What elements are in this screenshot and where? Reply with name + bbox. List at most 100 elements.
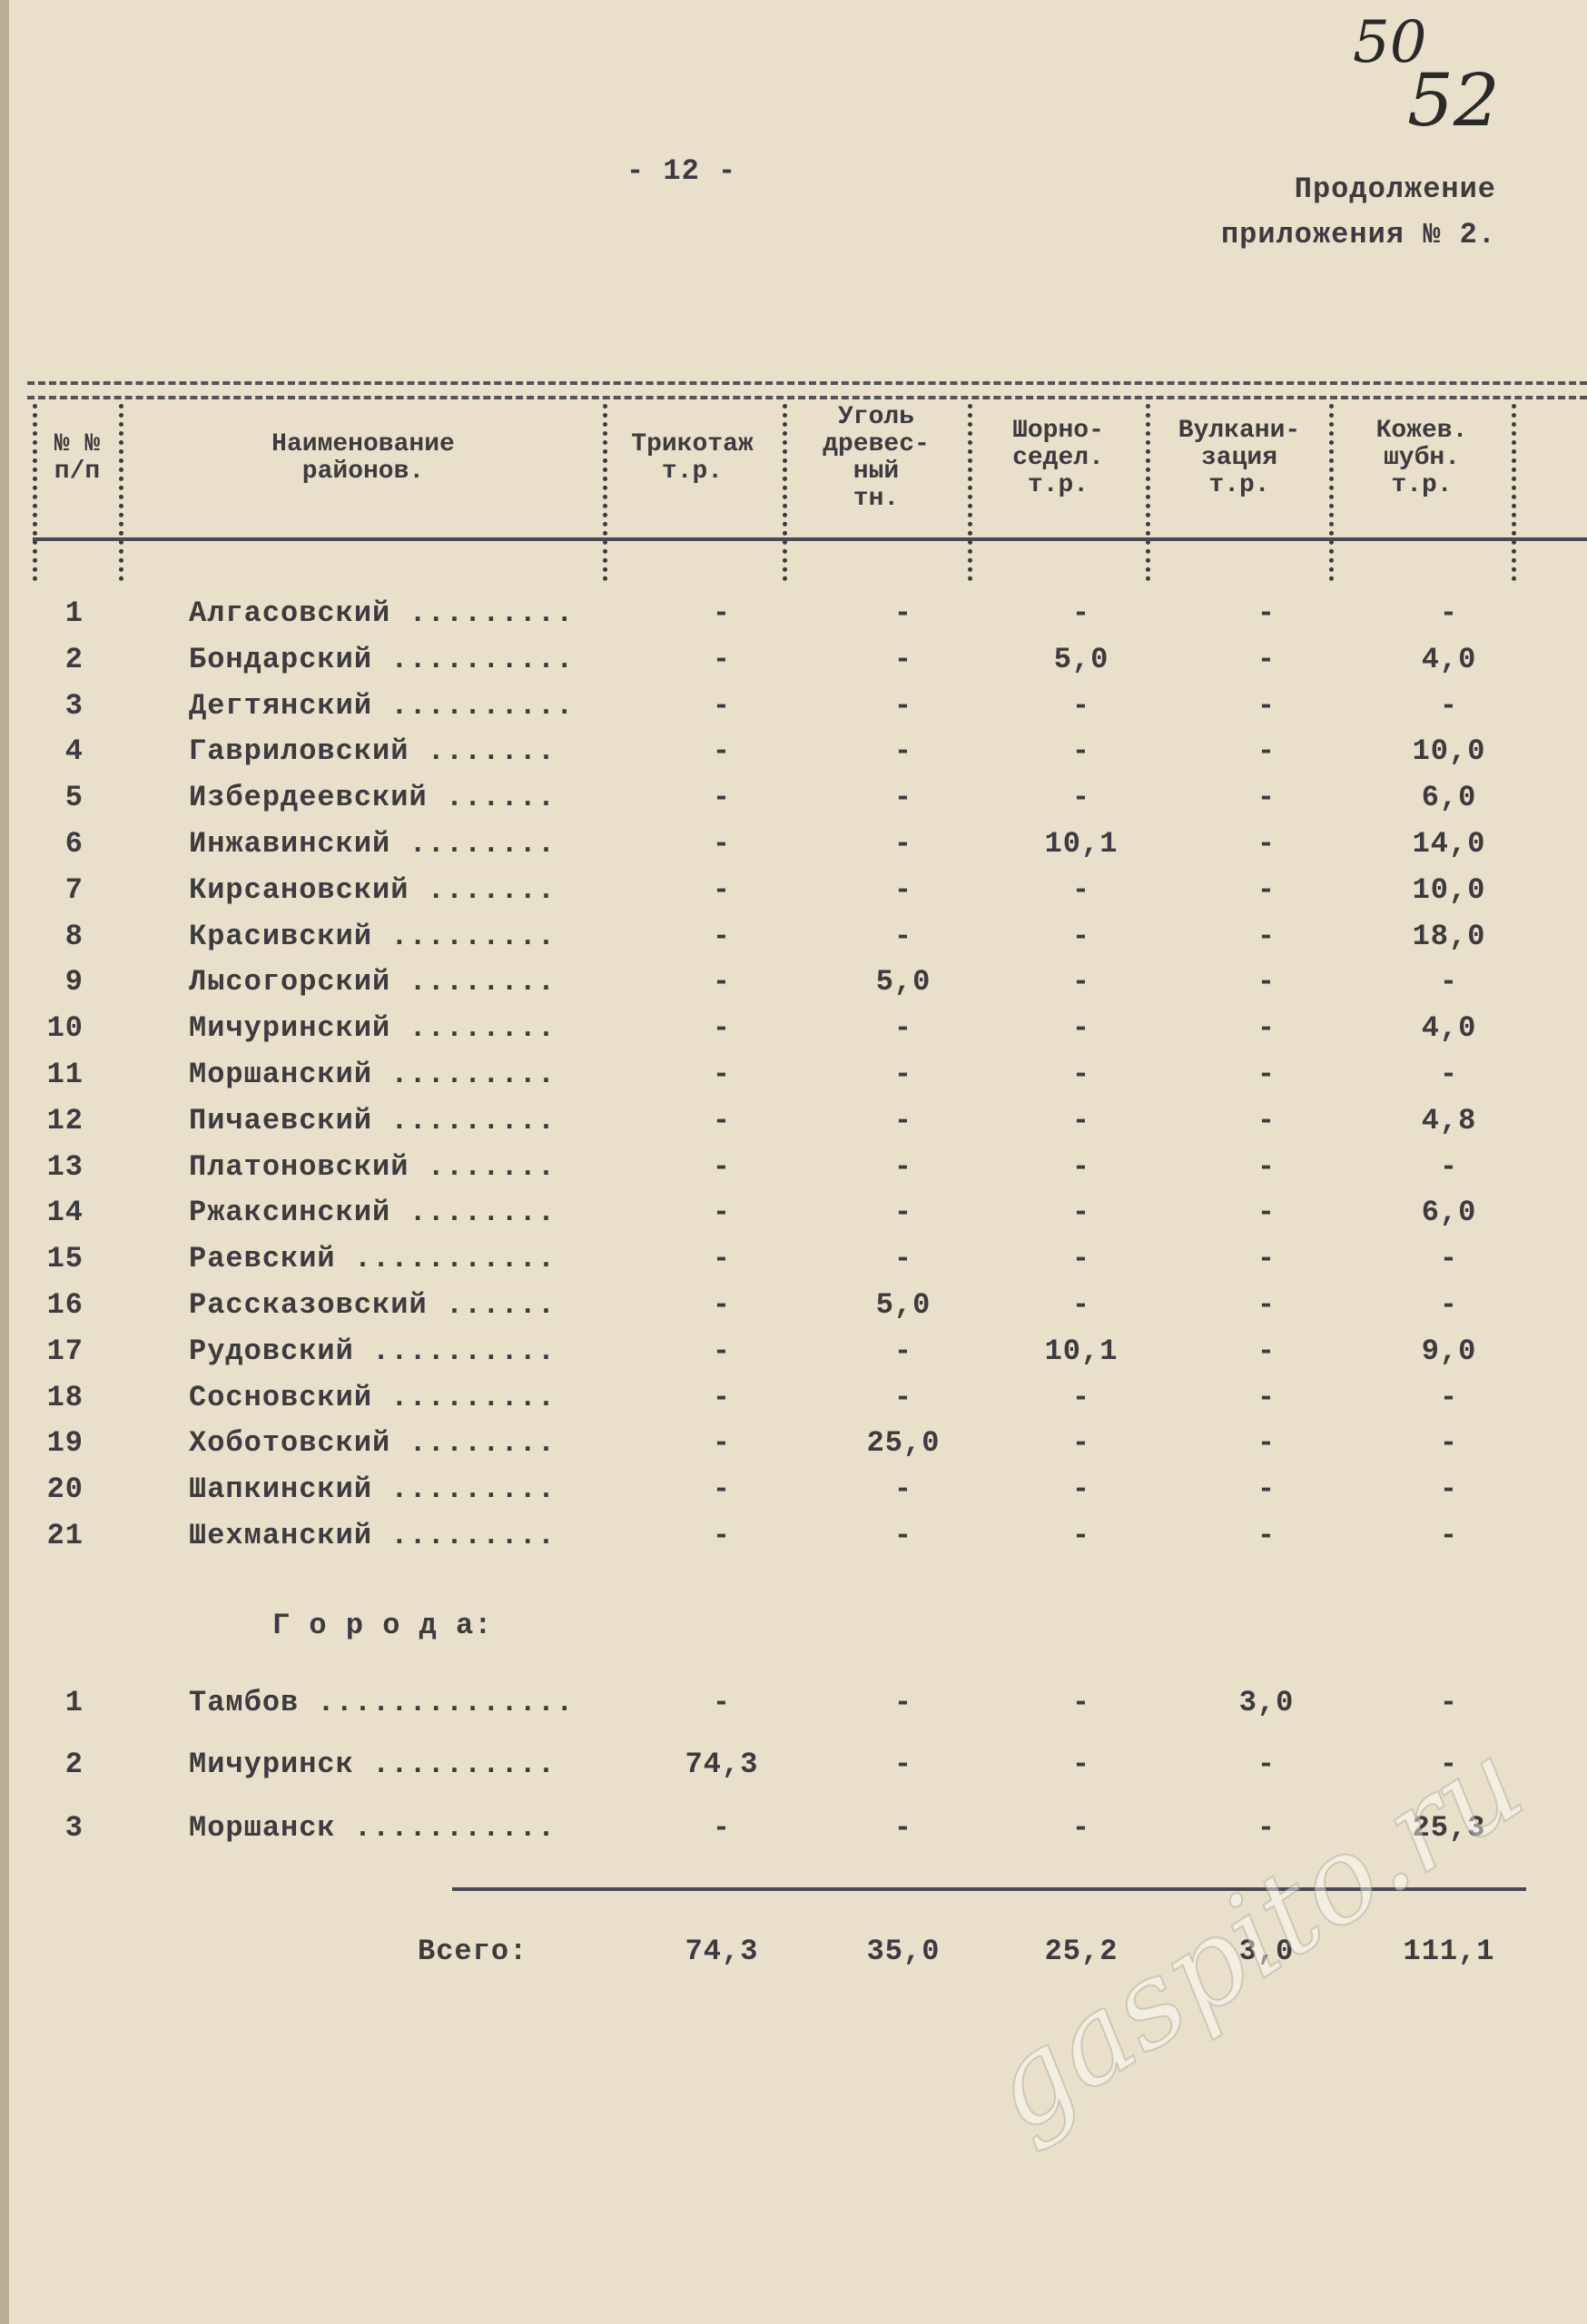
- column-divider: [1512, 404, 1516, 581]
- cell-value: -: [712, 642, 732, 676]
- cell-value: -: [1071, 781, 1091, 815]
- cell-value: -: [712, 919, 732, 953]
- district-name: Гавриловский .......: [189, 734, 557, 769]
- row-number: 6: [64, 827, 84, 861]
- row-number: 21: [46, 1519, 84, 1552]
- cell-value: -: [1439, 1748, 1459, 1781]
- cell-value: -: [1071, 1149, 1091, 1184]
- row-number: 18: [46, 1380, 84, 1414]
- cell-value: 3,0: [1238, 1935, 1295, 1968]
- district-name: Сосновский .........: [189, 1380, 557, 1414]
- row-number: 16: [46, 1288, 84, 1322]
- row-number: 17: [46, 1334, 84, 1368]
- cell-value: -: [1439, 688, 1459, 723]
- cell-value: -: [1257, 688, 1276, 723]
- district-name: Мичуринский ........: [189, 1011, 557, 1046]
- row-number: 14: [46, 1196, 84, 1230]
- cell-value: 25,2: [1044, 1935, 1119, 1968]
- continuation-line-1: Продолжение: [1294, 172, 1496, 206]
- cell-value: 35,0: [866, 1935, 941, 1968]
- page-edge: [0, 0, 9, 2324]
- cell-value: -: [1257, 1011, 1276, 1046]
- district-name: Кирсановский .......: [189, 872, 557, 907]
- cell-value: 5,0: [875, 1288, 932, 1322]
- district-name: Мичуринск ..........: [189, 1748, 557, 1781]
- cell-value: -: [1257, 1058, 1276, 1091]
- cell-value: 10,0: [1412, 734, 1486, 769]
- header-bottom-rule: [33, 537, 1587, 541]
- district-name: Раевский ...........: [189, 1242, 557, 1276]
- cell-value: -: [1257, 1748, 1276, 1781]
- district-name: Алгасовский .........: [189, 596, 575, 630]
- column-divider: [1146, 404, 1150, 581]
- handwritten-page-number: 52: [1407, 58, 1500, 143]
- cell-value: 10,0: [1412, 872, 1486, 907]
- column-divider: [33, 404, 37, 581]
- cell-value: -: [893, 596, 913, 630]
- cell-value: -: [1439, 1149, 1459, 1184]
- column-divider: [783, 404, 787, 581]
- cell-value: -: [1257, 827, 1276, 861]
- cell-value: -: [1257, 1288, 1276, 1322]
- row-number: 9: [64, 965, 84, 1000]
- cell-value: -: [1071, 965, 1091, 1000]
- cell-value: -: [1257, 1380, 1276, 1414]
- cell-value: -: [712, 1811, 732, 1845]
- cell-value: -: [1071, 1288, 1091, 1322]
- cell-value: -: [1257, 1472, 1276, 1507]
- cell-value: -: [712, 1472, 732, 1507]
- district-name: Хоботовский ........: [189, 1426, 557, 1461]
- row-number: 2: [64, 1748, 84, 1781]
- cell-value: -: [893, 1686, 913, 1719]
- column-divider: [1329, 404, 1334, 581]
- cell-value: -: [1071, 872, 1091, 907]
- cell-value: -: [712, 872, 732, 907]
- header-trikotazh: Трикотаж т.р.: [631, 430, 754, 486]
- cell-value: -: [712, 1103, 732, 1137]
- cell-value: -: [1257, 872, 1276, 907]
- cell-value: -: [893, 1380, 913, 1414]
- district-name: Инжавинский ........: [189, 827, 557, 861]
- cell-value: -: [712, 1686, 732, 1719]
- header-name: Наименование районов.: [271, 430, 455, 486]
- cell-value: -: [893, 1748, 913, 1781]
- row-number: 8: [64, 919, 84, 953]
- row-number: 12: [46, 1103, 84, 1137]
- cell-value: -: [1071, 734, 1091, 769]
- cell-value: -: [1071, 1242, 1091, 1276]
- row-number: 13: [46, 1149, 84, 1184]
- cell-value: -: [1439, 1426, 1459, 1461]
- cell-value: 25,0: [866, 1426, 941, 1461]
- cell-value: -: [893, 642, 913, 676]
- cities-heading: Г о р о д а:: [272, 1609, 493, 1642]
- cell-value: -: [712, 965, 732, 1000]
- cell-value: -: [712, 781, 732, 815]
- cell-value: -: [1439, 965, 1459, 1000]
- row-number: 4: [64, 734, 84, 769]
- cell-value: 14,0: [1412, 827, 1486, 861]
- cell-value: 74,3: [685, 1748, 759, 1781]
- table-top-double-rule: [27, 381, 1587, 399]
- cell-value: -: [712, 1380, 732, 1414]
- row-number: 11: [46, 1058, 84, 1091]
- district-name: Шапкинский .........: [189, 1472, 557, 1507]
- cell-value: -: [893, 872, 913, 907]
- header-ugol: Уголь древес- ный тн.: [823, 403, 930, 513]
- row-number: 2: [64, 642, 84, 676]
- district-name: Рудовский ..........: [189, 1334, 557, 1368]
- cell-value: -: [712, 827, 732, 861]
- header-num: № № п/п: [54, 430, 101, 486]
- cell-value: -: [712, 734, 732, 769]
- district-name: Лысогорский ........: [189, 965, 557, 1000]
- district-name: Моршанск ...........: [189, 1811, 557, 1845]
- cell-value: -: [1439, 1380, 1459, 1414]
- cell-value: -: [712, 1334, 732, 1368]
- cell-value: -: [1257, 919, 1276, 953]
- cell-value: -: [893, 1242, 913, 1276]
- cell-value: -: [1071, 596, 1091, 630]
- district-name: Ржаксинский ........: [189, 1196, 557, 1230]
- cell-value: -: [1257, 965, 1276, 1000]
- cell-value: -: [893, 1334, 913, 1368]
- cell-value: 4,0: [1421, 1011, 1477, 1046]
- header-shorno: Шорно- седел. т.р.: [1012, 417, 1104, 499]
